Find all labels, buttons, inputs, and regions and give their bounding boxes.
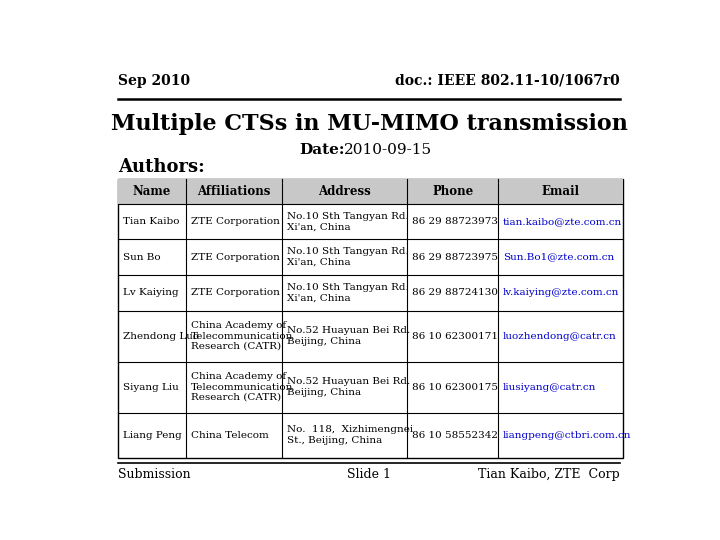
Text: Authors:: Authors: [118,158,204,176]
Text: Liang Peng: Liang Peng [123,431,181,440]
Text: 86 29 88723975: 86 29 88723975 [413,253,498,262]
Text: Submission: Submission [118,468,191,481]
Text: No.  118,  Xizhimengnei
St., Beijing, China: No. 118, Xizhimengnei St., Beijing, Chin… [287,426,413,445]
Text: Name: Name [132,185,171,198]
Text: Address: Address [318,185,372,198]
Text: 86 10 62300171: 86 10 62300171 [413,332,498,341]
Text: Email: Email [541,185,580,198]
Text: doc.: IEEE 802.11-10/1067r0: doc.: IEEE 802.11-10/1067r0 [395,73,620,87]
Text: Date:: Date: [300,143,345,157]
Text: luozhendong@catr.cn: luozhendong@catr.cn [503,332,617,341]
Text: ZTE Corporation: ZTE Corporation [191,253,280,262]
Text: Sun.Bo1@zte.com.cn: Sun.Bo1@zte.com.cn [503,253,614,262]
Text: No.10 Sth Tangyan Rd.
Xi'an, China: No.10 Sth Tangyan Rd. Xi'an, China [287,212,409,231]
Text: Phone: Phone [432,185,473,198]
Bar [118,179,623,204]
Text: Affiliations: Affiliations [197,185,271,198]
Text: ZTE Corporation: ZTE Corporation [191,288,280,298]
Text: Tian Kaibo, ZTE  Corp: Tian Kaibo, ZTE Corp [478,468,620,481]
Bar [118,179,623,458]
Text: tian.kaibo@zte.com.cn: tian.kaibo@zte.com.cn [503,217,622,226]
Text: Zhendong Luo: Zhendong Luo [123,332,199,341]
Text: Lv Kaiying: Lv Kaiying [123,288,179,298]
Text: 86 10 62300175: 86 10 62300175 [413,383,498,391]
Text: 86 29 88723973: 86 29 88723973 [413,217,498,226]
Text: Sun Bo: Sun Bo [123,253,161,262]
Text: China Telecom: China Telecom [191,431,269,440]
Text: Slide 1: Slide 1 [347,468,391,481]
Text: 86 29 88724130: 86 29 88724130 [413,288,498,298]
Text: lv.kaiying@zte.com.cn: lv.kaiying@zte.com.cn [503,288,619,298]
Text: liangpeng@ctbri.com.cn: liangpeng@ctbri.com.cn [503,431,631,440]
Text: Tian Kaibo: Tian Kaibo [123,217,179,226]
Text: Multiple CTSs in MU-MIMO transmission: Multiple CTSs in MU-MIMO transmission [111,113,627,135]
Text: liusiyang@catr.cn: liusiyang@catr.cn [503,383,596,391]
Text: No.10 Sth Tangyan Rd.
Xi'an, China: No.10 Sth Tangyan Rd. Xi'an, China [287,247,409,267]
Text: No.10 Sth Tangyan Rd.
Xi'an, China: No.10 Sth Tangyan Rd. Xi'an, China [287,283,409,302]
Text: No.52 Huayuan Bei Rd.
Beijing, China: No.52 Huayuan Bei Rd. Beijing, China [287,326,410,346]
Text: Sep 2010: Sep 2010 [118,73,190,87]
Text: 86 10 58552342: 86 10 58552342 [413,431,498,440]
Text: Siyang Liu: Siyang Liu [123,383,179,391]
Text: 2010-09-15: 2010-09-15 [344,143,432,157]
Text: No.52 Huayuan Bei Rd.
Beijing, China: No.52 Huayuan Bei Rd. Beijing, China [287,377,410,397]
Text: China Academy of
Telecommunication
Research (CATR): China Academy of Telecommunication Resea… [191,372,293,402]
Text: ZTE Corporation: ZTE Corporation [191,217,280,226]
Text: China Academy of
Telecommunication
Research (CATR): China Academy of Telecommunication Resea… [191,321,293,351]
